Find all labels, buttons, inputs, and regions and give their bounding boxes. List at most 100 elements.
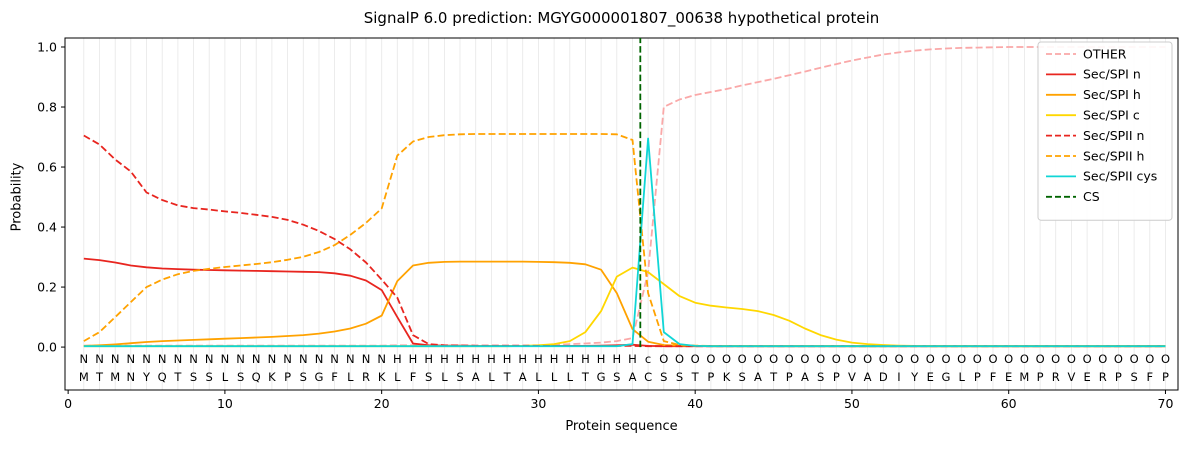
region-letter: O xyxy=(1020,352,1029,366)
x-tick-label: 0 xyxy=(64,396,72,411)
series-sec-spii-n xyxy=(83,134,1166,348)
y-axis: 0.0 0.2 0.4 0.6 0.8 1.0 xyxy=(37,40,65,355)
region-letter: O xyxy=(769,352,778,366)
residue-letter: G xyxy=(315,370,324,384)
region-letter: N xyxy=(268,352,277,366)
region-letter: H xyxy=(440,352,449,366)
region-letter: O xyxy=(1004,352,1013,366)
region-letter: O xyxy=(675,352,684,366)
region-letter: O xyxy=(753,352,762,366)
region-letter: O xyxy=(659,352,668,366)
region-letter: H xyxy=(409,352,418,366)
residue-letter: G xyxy=(597,370,606,384)
residue-letter: N xyxy=(126,370,135,384)
region-letter: N xyxy=(346,352,355,366)
residue-letter: K xyxy=(378,370,386,384)
residue-letter: S xyxy=(1130,370,1137,384)
region-letter: O xyxy=(926,352,935,366)
residue-letter: V xyxy=(848,370,856,384)
y-tick-label: 0.2 xyxy=(37,280,57,295)
residue-letter: P xyxy=(1162,370,1169,384)
x-tick-label: 60 xyxy=(1001,396,1017,411)
region-letter: O xyxy=(910,352,919,366)
y-tick-label: 0.6 xyxy=(37,160,57,175)
residue-letter: M xyxy=(110,370,120,384)
legend-label: Sec/SPI c xyxy=(1083,108,1140,123)
plot-border xyxy=(64,37,1179,391)
region-letter: O xyxy=(722,352,731,366)
x-axis-label: Protein sequence xyxy=(565,419,678,434)
x-tick-label: 40 xyxy=(687,396,703,411)
residue-letter: S xyxy=(456,370,463,384)
residue-letter: S xyxy=(660,370,667,384)
series-sec-spi-c xyxy=(83,266,1166,348)
legend-label: CS xyxy=(1083,189,1100,204)
residue-letter: G xyxy=(942,370,951,384)
region-letter: N xyxy=(221,352,230,366)
region-letter: N xyxy=(330,352,339,366)
legend-label: Sec/SPII n xyxy=(1083,128,1144,143)
region-letter: H xyxy=(503,352,512,366)
x-axis: 0 10 20 30 40 50 60 70 xyxy=(64,390,1173,411)
region-letter: O xyxy=(1051,352,1060,366)
region-letter: O xyxy=(973,352,982,366)
region-letter: H xyxy=(550,352,559,366)
residue-letter: F xyxy=(331,370,338,384)
residue-letter: T xyxy=(173,370,182,384)
residue-letter: P xyxy=(1037,370,1044,384)
residue-letter: Y xyxy=(142,370,151,384)
residue-letter: F xyxy=(1146,370,1153,384)
region-letter: H xyxy=(628,352,637,366)
region-letter: H xyxy=(518,352,527,366)
region-letter: O xyxy=(816,352,825,366)
residue-letter: S xyxy=(817,370,824,384)
region-letter: H xyxy=(612,352,621,366)
region-letter: N xyxy=(126,352,135,366)
residue-letter: R xyxy=(362,370,370,384)
region-letter: O xyxy=(1098,352,1107,366)
residue-letter: M xyxy=(79,370,89,384)
legend-label: Sec/SPI n xyxy=(1083,67,1141,82)
residue-letter: M xyxy=(1019,370,1029,384)
region-letter: N xyxy=(174,352,183,366)
region-letter: N xyxy=(79,352,88,366)
region-letter: O xyxy=(988,352,997,366)
region-letter: O xyxy=(863,352,872,366)
region-letter: O xyxy=(894,352,903,366)
region-letter: H xyxy=(487,352,496,366)
residue-letter: Q xyxy=(158,370,167,384)
residue-letter: S xyxy=(425,370,432,384)
x-tick-label: 70 xyxy=(1158,396,1174,411)
chart-title: SignalP 6.0 prediction: MGYG000001807_00… xyxy=(363,9,880,27)
residue-letter: L xyxy=(535,370,542,384)
region-letter: O xyxy=(957,352,966,366)
residue-letter: L xyxy=(567,370,574,384)
residue-letter: F xyxy=(990,370,997,384)
residue-letter: S xyxy=(190,370,197,384)
residue-letter: L xyxy=(222,370,229,384)
residue-letter: D xyxy=(879,370,888,384)
y-tick-label: 0.4 xyxy=(37,220,57,235)
residue-letter: P xyxy=(833,370,840,384)
region-letter: O xyxy=(1083,352,1092,366)
legend-label: Sec/SPI h xyxy=(1083,87,1141,102)
legend: OTHER Sec/SPI n Sec/SPI h Sec/SPI c Sec/SPII… xyxy=(1037,41,1173,221)
region-letter: N xyxy=(283,352,292,366)
residue-letter: L xyxy=(347,370,354,384)
residue-letter: T xyxy=(581,370,590,384)
legend-label: OTHER xyxy=(1083,46,1127,61)
x-tick-label: 20 xyxy=(374,396,390,411)
legend-label: Sec/SPII h xyxy=(1083,148,1144,163)
residue-letter: S xyxy=(206,370,213,384)
region-letter: N xyxy=(111,352,120,366)
residue-letter: I xyxy=(897,370,900,384)
residue-letter: L xyxy=(958,370,965,384)
region-letter: O xyxy=(691,352,700,366)
residue-letter: A xyxy=(754,370,762,384)
series-sec-spii-h xyxy=(83,133,1166,347)
x-tick-label: 50 xyxy=(844,396,860,411)
residue-letter: T xyxy=(503,370,512,384)
